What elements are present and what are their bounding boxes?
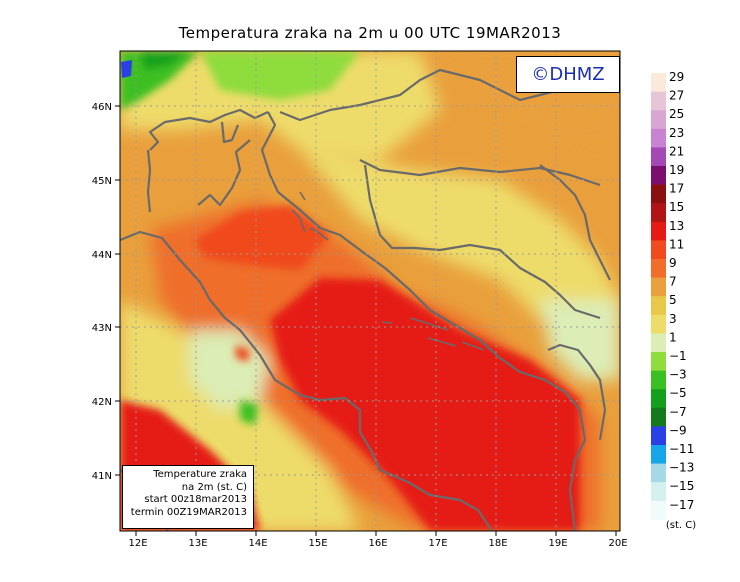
tick-marks	[115, 105, 617, 536]
lat-tick-label: 45N	[92, 176, 112, 187]
info-box: Temperature zraka na 2m (st. C) start 00…	[122, 465, 254, 529]
latitude-labels: 46N 45N 44N 43N 42N 41N	[92, 102, 112, 482]
lat-tick-label: 44N	[92, 250, 112, 261]
coastlines	[120, 68, 620, 531]
temperature-field	[120, 51, 620, 531]
colorbar-label: 19	[669, 163, 684, 177]
colorbar-label: −13	[669, 461, 694, 475]
colorbar-label: −17	[669, 498, 694, 512]
info-line-4: termin 00Z19MAR2013	[130, 506, 247, 518]
colorbar-swatch	[651, 333, 666, 353]
colorbar-swatch	[651, 166, 666, 185]
lon-tick-label: 19E	[548, 538, 567, 549]
lat-tick-label: 42N	[92, 397, 112, 408]
colorbar-label: 23	[669, 126, 684, 140]
colorbar-label: 7	[669, 275, 677, 289]
colorbar-label: −3	[669, 368, 687, 382]
colorbar-label: 11	[669, 237, 684, 251]
colorbar-swatch	[651, 482, 666, 502]
colorbar-label: −1	[669, 349, 687, 363]
copyright-logo: ©DHMZ	[516, 56, 620, 93]
colorbar-label: 15	[669, 200, 684, 214]
lon-tick-label: 13E	[188, 538, 207, 549]
colorbar-swatch	[651, 352, 666, 371]
colorbar-swatch	[651, 240, 666, 260]
colorbar-label: 1	[669, 330, 677, 344]
map-frame	[119, 50, 621, 532]
colorbar-swatch	[651, 426, 666, 446]
colorbar-swatch	[651, 314, 666, 334]
colorbar-swatch	[651, 91, 666, 111]
colorbar-label: −5	[669, 386, 687, 400]
colorbar-label: −7	[669, 405, 687, 419]
colorbar-swatch	[651, 73, 666, 92]
colorbar-swatch	[651, 110, 666, 130]
info-line-2: na 2m (st. C)	[181, 481, 247, 493]
map-title: Temperatura zraka na 2m u 00 UTC 19MAR20…	[178, 24, 562, 42]
lon-tick-label: 16E	[368, 538, 387, 549]
colorbar-swatch	[651, 184, 666, 204]
colorbar-label: 13	[669, 219, 684, 233]
colorbar-label: 9	[669, 256, 677, 270]
lat-tick-label: 41N	[92, 471, 112, 482]
colorbar-swatch	[651, 147, 666, 167]
longitude-labels: 12E 13E 14E 15E 16E 17E 18E 19E 20E	[128, 538, 627, 549]
colorbar-label: 21	[669, 144, 684, 158]
lon-tick-label: 14E	[248, 538, 267, 549]
lon-tick-label: 18E	[488, 538, 507, 549]
info-line-3: start 00z18mar2013	[144, 494, 247, 505]
lon-tick-label: 17E	[428, 538, 447, 549]
colorbar-swatch	[651, 445, 666, 464]
lon-tick-label: 20E	[608, 538, 627, 549]
colorbar-label: 17	[669, 182, 684, 196]
colorbar-label: 3	[669, 312, 677, 326]
lon-tick-label: 12E	[128, 538, 147, 549]
colorbar-swatch	[651, 203, 666, 223]
graticule	[120, 51, 620, 531]
colorbar-label: 5	[669, 293, 677, 307]
colorbar: 29 27 25 23 21 19 17 15 13 11 9 7 5 3 1 −1 −3 −5 −7 −9 −11 −1…	[651, 70, 694, 520]
islands	[291, 191, 485, 351]
colorbar-unit: (st. C)	[666, 520, 696, 531]
colorbar-label: 27	[669, 89, 684, 103]
lon-tick-label: 15E	[308, 538, 327, 549]
colorbar-label: −15	[669, 479, 694, 493]
colorbar-swatch	[651, 277, 666, 297]
colorbar-swatch	[651, 128, 666, 148]
colorbar-label: 29	[669, 70, 684, 84]
colorbar-swatch	[651, 259, 666, 278]
lat-tick-label: 43N	[92, 323, 112, 334]
colorbar-swatch	[651, 407, 666, 427]
colorbar-swatch	[651, 370, 666, 390]
colorbar-swatch	[651, 389, 666, 409]
colorbar-swatch	[651, 296, 666, 316]
colorbar-label: −9	[669, 423, 687, 437]
lat-tick-label: 46N	[92, 102, 112, 113]
colorbar-swatch	[651, 463, 666, 483]
colorbar-swatch	[651, 221, 666, 241]
colorbar-label: −11	[669, 442, 694, 456]
colorbar-label: 25	[669, 107, 684, 121]
colorbar-swatch	[651, 500, 666, 520]
info-line-1: Temperature zraka	[153, 469, 247, 480]
